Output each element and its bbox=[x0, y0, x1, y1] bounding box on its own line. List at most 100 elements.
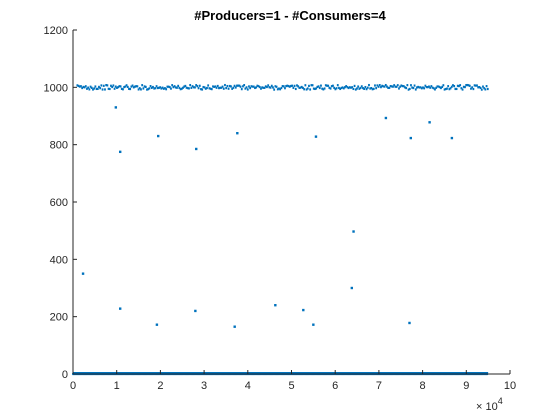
data-point bbox=[465, 84, 468, 87]
data-point bbox=[275, 85, 278, 88]
data-point bbox=[221, 85, 224, 88]
x-tick-labels: 0 1 2 3 4 5 6 7 8 9 10 bbox=[70, 380, 516, 392]
data-point bbox=[210, 88, 213, 91]
data-point bbox=[220, 86, 223, 89]
x-axis-multiplier-exponent: 4 bbox=[498, 396, 503, 406]
data-point bbox=[158, 86, 160, 89]
data-point bbox=[90, 86, 93, 89]
data-point bbox=[458, 84, 460, 88]
data-point bbox=[137, 88, 140, 91]
data-point bbox=[370, 87, 373, 90]
data-point bbox=[453, 85, 456, 88]
data-point bbox=[208, 87, 211, 90]
data-point bbox=[95, 87, 98, 91]
data-point bbox=[106, 84, 109, 87]
data-point bbox=[254, 86, 256, 90]
data-point bbox=[434, 88, 436, 91]
data-point bbox=[134, 85, 136, 88]
data-point bbox=[392, 85, 394, 88]
data-point bbox=[471, 86, 474, 89]
data-point bbox=[179, 88, 182, 91]
data-point bbox=[111, 85, 114, 89]
data-point bbox=[464, 86, 466, 89]
data-point bbox=[86, 87, 88, 90]
dense-band-1 bbox=[76, 83, 489, 91]
data-point bbox=[472, 87, 475, 91]
data-point bbox=[129, 87, 132, 91]
data-point bbox=[81, 272, 85, 275]
data-point bbox=[407, 88, 410, 91]
data-point bbox=[461, 88, 464, 91]
data-point bbox=[201, 88, 204, 91]
data-point bbox=[470, 87, 472, 90]
data-point bbox=[165, 88, 168, 91]
data-point bbox=[316, 85, 319, 89]
data-point bbox=[261, 86, 264, 89]
data-point bbox=[118, 150, 122, 154]
data-point bbox=[270, 84, 273, 87]
data-point bbox=[387, 86, 390, 89]
y-tick-label: 600 bbox=[50, 197, 68, 209]
data-point bbox=[336, 84, 339, 87]
data-point bbox=[190, 86, 193, 89]
data-point bbox=[426, 86, 429, 89]
data-point bbox=[195, 147, 198, 151]
data-point bbox=[467, 84, 470, 87]
data-point bbox=[378, 84, 381, 87]
data-point bbox=[298, 86, 301, 89]
data-point bbox=[164, 87, 166, 90]
data-point bbox=[360, 85, 363, 88]
data-point bbox=[142, 87, 145, 90]
data-point bbox=[409, 136, 413, 140]
data-point bbox=[398, 87, 400, 90]
data-point bbox=[226, 84, 229, 88]
data-point bbox=[374, 84, 376, 87]
data-point bbox=[285, 84, 288, 88]
data-point bbox=[251, 85, 254, 88]
data-point bbox=[304, 84, 307, 87]
data-point bbox=[258, 85, 261, 89]
y-tick-label: 1000 bbox=[44, 82, 68, 94]
data-point bbox=[474, 84, 477, 87]
data-point bbox=[78, 85, 81, 88]
data-point bbox=[412, 86, 415, 90]
data-point bbox=[423, 87, 426, 90]
data-point bbox=[322, 88, 325, 91]
data-point bbox=[294, 87, 297, 91]
data-point bbox=[401, 85, 404, 88]
data-point bbox=[117, 86, 120, 89]
data-point bbox=[381, 84, 384, 87]
data-point bbox=[483, 87, 486, 90]
data-point bbox=[143, 85, 146, 88]
data-point bbox=[183, 85, 186, 88]
x-tick-label: 7 bbox=[376, 380, 382, 392]
data-point bbox=[195, 84, 198, 87]
data-point bbox=[429, 86, 432, 89]
data-point bbox=[236, 132, 239, 135]
data-point bbox=[395, 85, 398, 88]
x-tick-label: 1 bbox=[114, 380, 120, 392]
data-point bbox=[138, 87, 141, 90]
x-tick-label: 8 bbox=[420, 380, 426, 392]
data-point bbox=[411, 86, 414, 89]
axes bbox=[72, 29, 511, 375]
data-point bbox=[384, 83, 387, 87]
data-point bbox=[140, 88, 142, 91]
data-point bbox=[279, 88, 282, 91]
data-point bbox=[102, 84, 105, 87]
data-point bbox=[257, 85, 260, 88]
data-point bbox=[390, 85, 393, 88]
data-point bbox=[342, 87, 345, 90]
data-point bbox=[312, 87, 315, 90]
data-point bbox=[162, 87, 165, 90]
data-point bbox=[380, 86, 382, 89]
data-point bbox=[153, 87, 156, 90]
data-point bbox=[334, 88, 337, 91]
data-point bbox=[89, 85, 92, 88]
data-point bbox=[327, 84, 330, 87]
data-point bbox=[330, 85, 333, 88]
data-point bbox=[272, 86, 274, 89]
data-point bbox=[344, 86, 346, 89]
data-point bbox=[233, 325, 236, 328]
